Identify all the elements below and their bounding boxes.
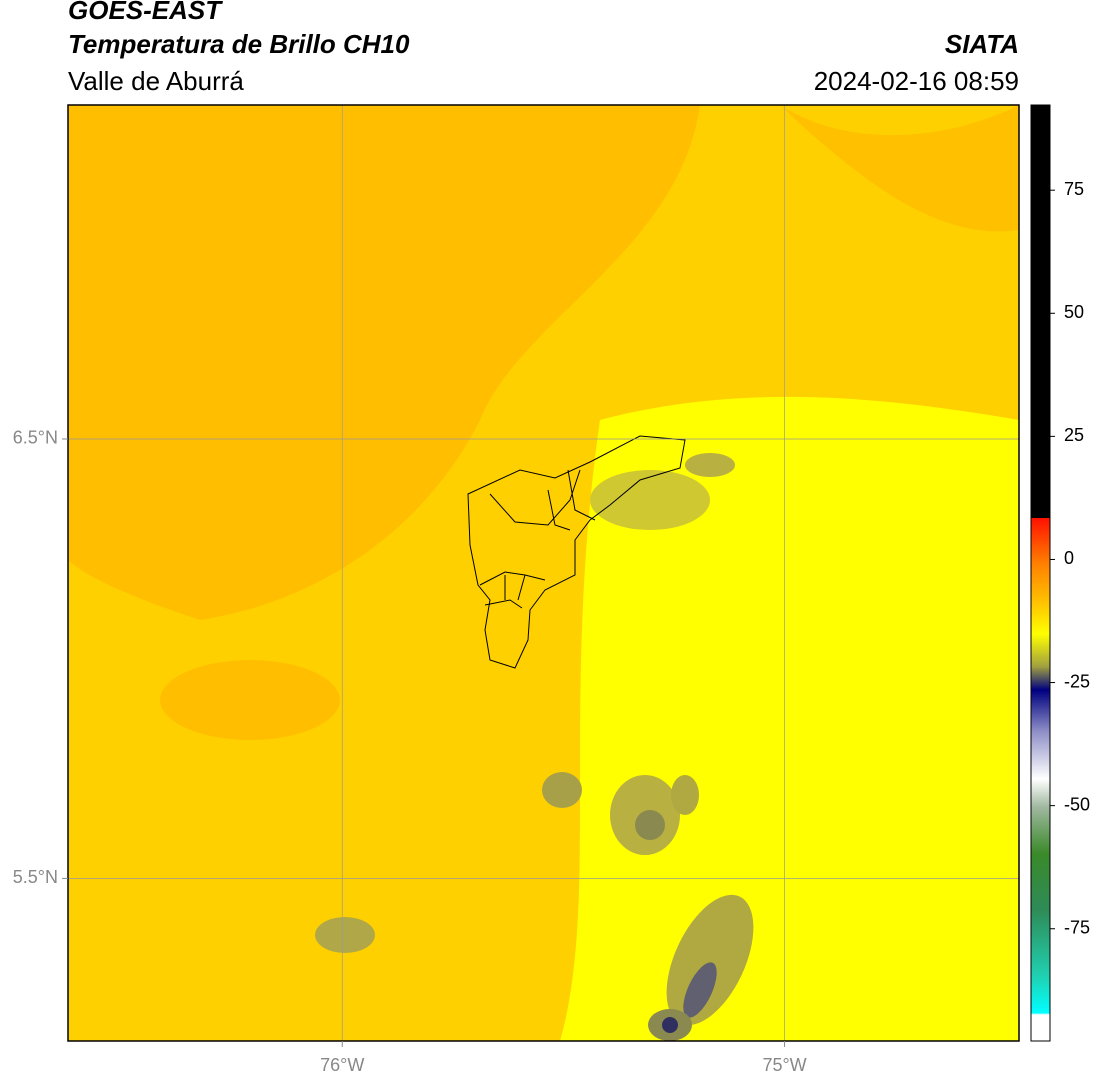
colorbar-tick-label: 25 <box>1064 425 1084 445</box>
timestamp: 2024-02-16 08:59 <box>814 66 1019 96</box>
lon-tick-label: 76°W <box>320 1055 364 1075</box>
map-frame <box>67 104 1020 1042</box>
satellite-image <box>68 105 1019 1041</box>
colorbar-tick-label: -50 <box>1064 794 1090 814</box>
lon-tick-label: 75°W <box>762 1055 806 1075</box>
colorbar-tick-label: 0 <box>1064 548 1074 568</box>
colorbar-tick-label: 75 <box>1064 179 1084 199</box>
subtitle: Temperatura de Brillo CH10 <box>68 29 410 59</box>
region: Valle de Aburrá <box>68 66 244 96</box>
valley-boundaries <box>467 435 686 669</box>
colorbar-tick-label: -75 <box>1064 917 1090 937</box>
lat-tick-label: 6.5°N <box>13 428 58 448</box>
colorbar-tick-label: 50 <box>1064 302 1084 322</box>
lat-tick-label: 5.5°N <box>13 867 58 887</box>
colorbar <box>1030 104 1051 1042</box>
source: SIATA <box>945 29 1019 59</box>
colorbar-tick-label: -25 <box>1064 671 1090 691</box>
title: GOES-EAST <box>68 0 223 25</box>
